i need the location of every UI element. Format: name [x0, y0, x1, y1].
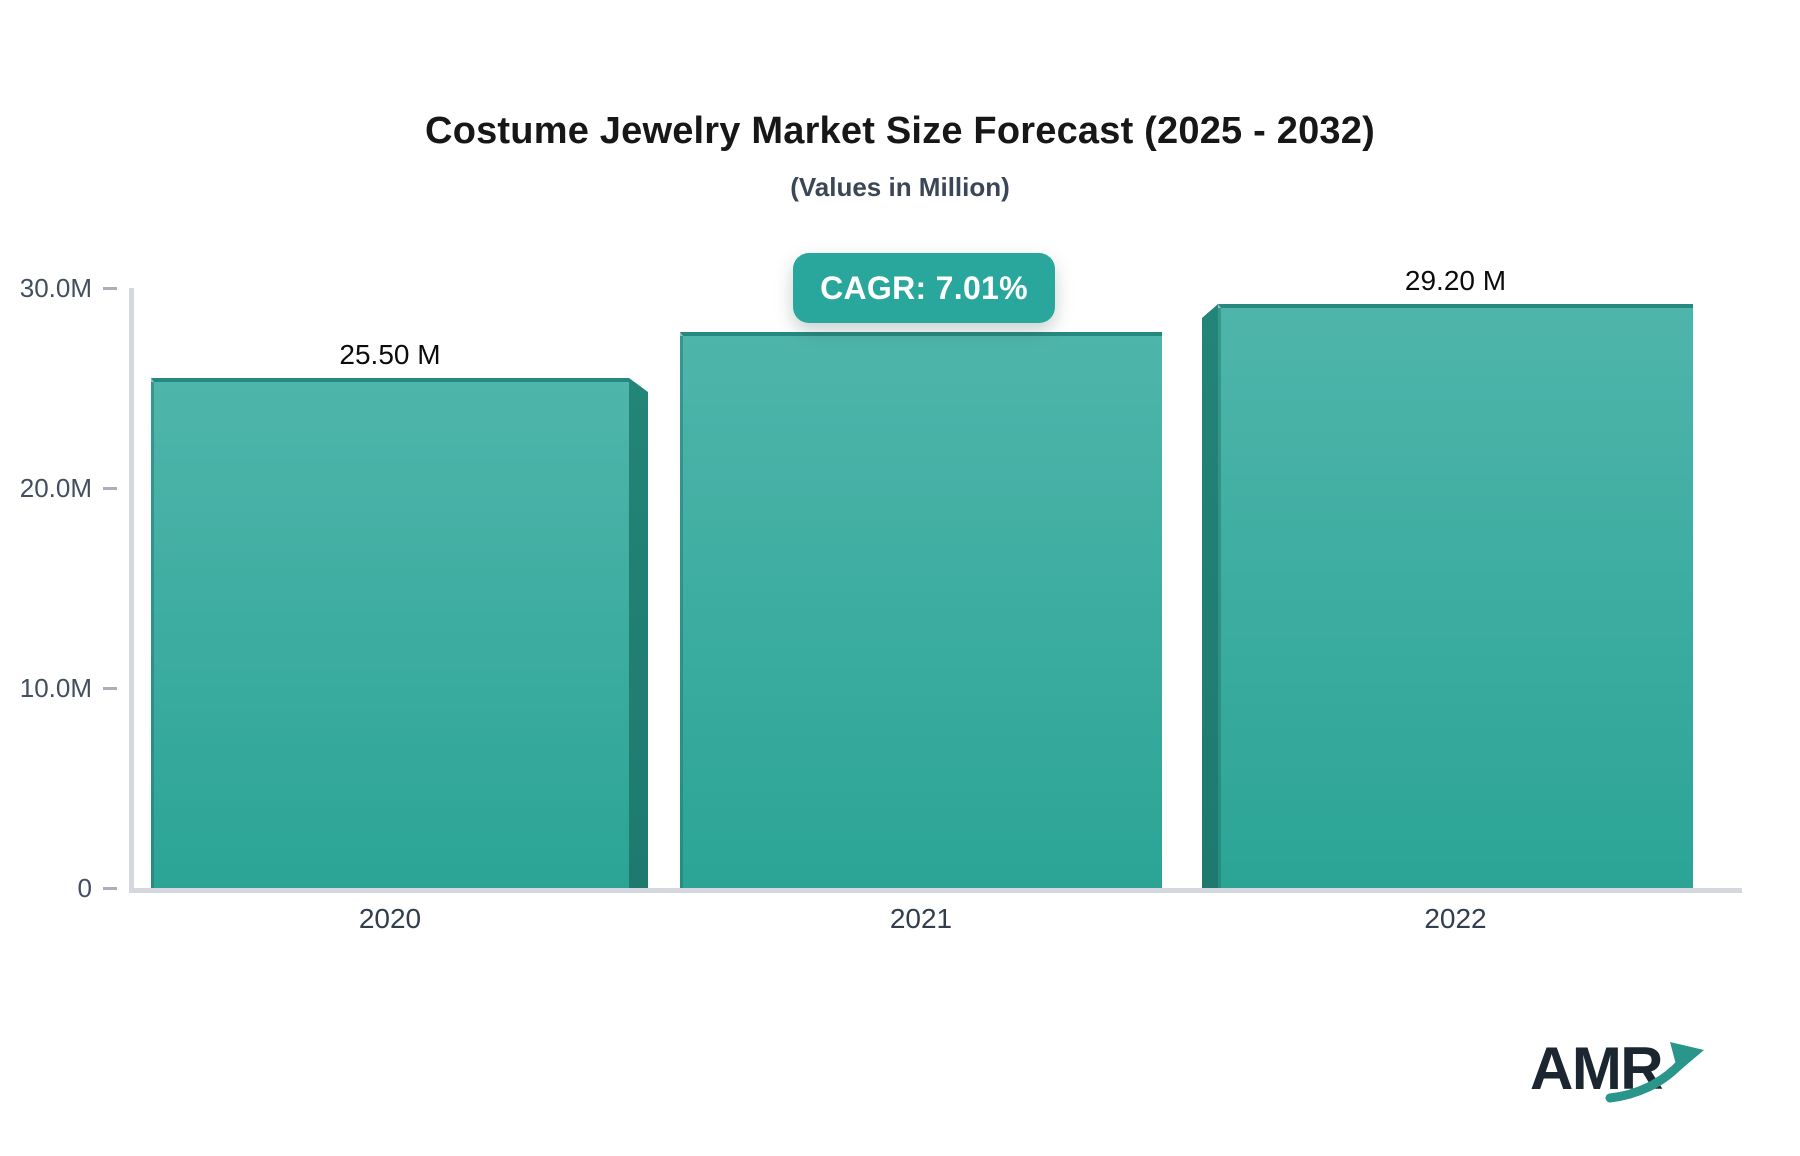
y-tick-mark — [103, 287, 117, 290]
bar-value-label: 25.50 M — [339, 339, 441, 370]
page-subtitle: (Values in Million) — [790, 172, 1010, 202]
x-tick-label-2022: 2022 — [1424, 903, 1487, 934]
growth-arrow-icon — [1605, 1042, 1704, 1103]
y-tick-label-20m: 20.0M — [19, 473, 92, 503]
cagr-badge: CAGR: 7.01% — [793, 253, 1055, 323]
cagr-badge-label: CAGR: 7.01% — [820, 269, 1028, 306]
y-tick-label-10m: 10.0M — [19, 673, 92, 703]
bar-face-2021 — [680, 332, 1162, 888]
bar-side-face — [629, 378, 648, 888]
y-axis-line — [129, 288, 134, 892]
bar-side-face — [1202, 304, 1218, 888]
y-tick-mark — [103, 487, 117, 490]
bar-value-label: 29.20 M — [1404, 265, 1507, 296]
brand-logo: AMR — [1530, 1026, 1730, 1116]
x-tick-label-2020: 2020 — [358, 903, 422, 934]
y-tick-label-30m: 30.0M — [19, 273, 92, 303]
x-tick-label-2021: 2021 — [889, 903, 953, 934]
page-title: Costume Jewelry Market Size Forecast (20… — [425, 110, 1375, 152]
y-tick-mark — [103, 687, 117, 690]
bar-face-2020 — [151, 378, 629, 888]
x-axis-line — [129, 888, 1742, 893]
y-tick-mark — [103, 887, 117, 890]
y-tick-label-0: 0 — [77, 873, 92, 903]
bar-face-2022 — [1218, 304, 1693, 888]
